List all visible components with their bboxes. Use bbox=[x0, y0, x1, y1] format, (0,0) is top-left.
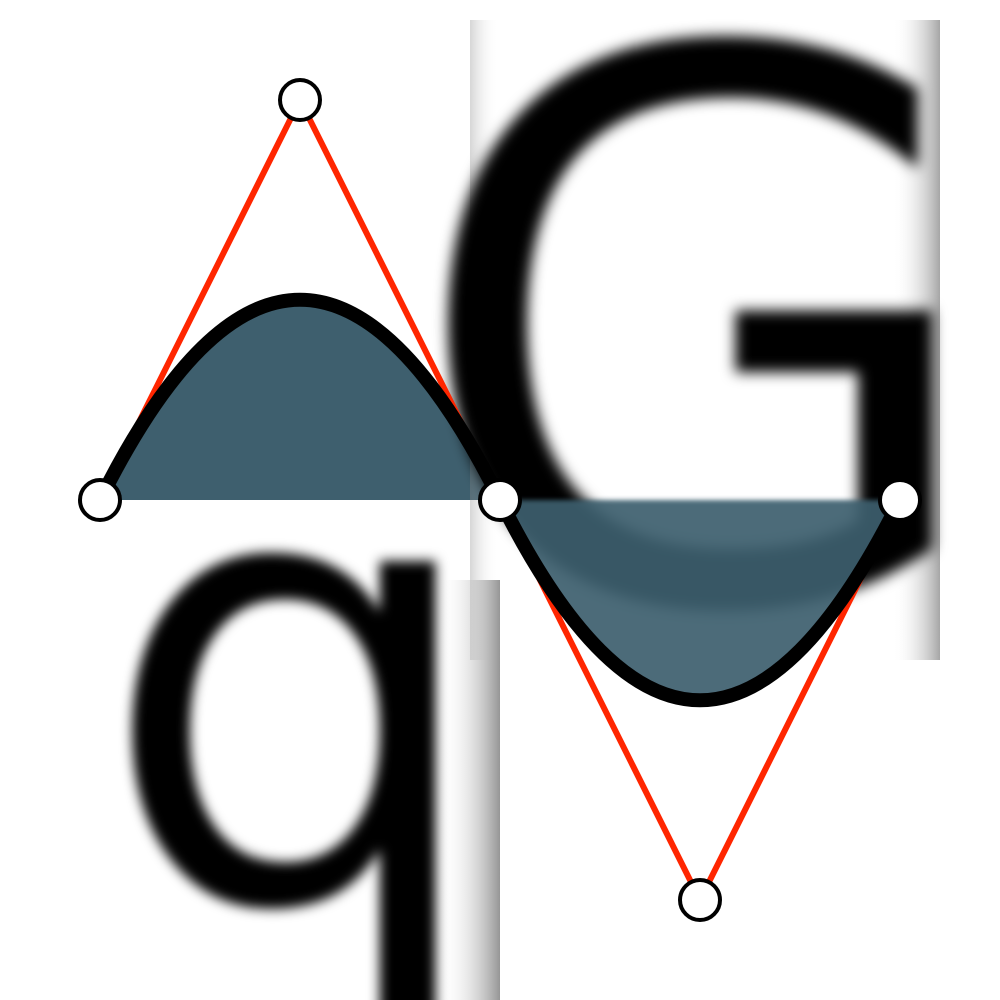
glyph-lower: q bbox=[98, 326, 492, 1000]
control-handles bbox=[78, 78, 922, 922]
circle-handle-icon[interactable] bbox=[478, 478, 522, 522]
circle-handle-icon[interactable] bbox=[678, 878, 722, 922]
circle-handle-icon[interactable] bbox=[278, 78, 322, 122]
circle-handle-icon[interactable] bbox=[78, 478, 122, 522]
circle-handle-icon[interactable] bbox=[878, 478, 922, 522]
glyph-lower-tile: q bbox=[98, 326, 500, 1000]
